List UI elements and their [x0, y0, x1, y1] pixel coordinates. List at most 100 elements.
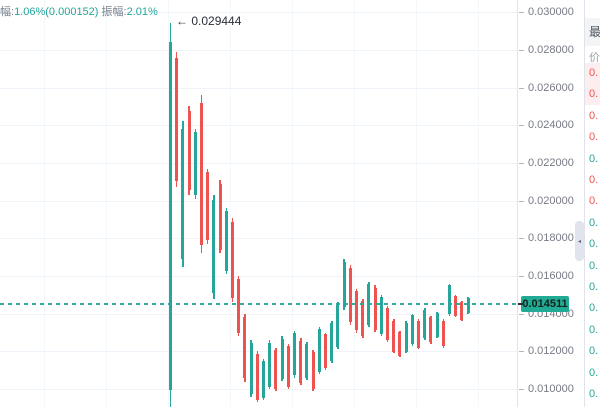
- trade-row[interactable]: 0.: [589, 388, 599, 400]
- candle-body: [392, 321, 396, 352]
- y-axis-label: 0.028000: [528, 43, 574, 56]
- candle-body: [355, 291, 358, 331]
- candle-body: [299, 340, 303, 383]
- candle-body: [398, 332, 402, 356]
- y-axis-label: 0.010000: [528, 383, 574, 396]
- trade-row[interactable]: 0.: [589, 302, 599, 315]
- y-axis-label: 0.012000: [528, 345, 574, 358]
- candle-body: [231, 221, 234, 299]
- candle-body: [175, 58, 179, 181]
- panel-collapse-handle[interactable]: ◂: [575, 221, 584, 261]
- candle-body: [249, 342, 253, 394]
- horizontal-gridline: [0, 276, 517, 277]
- trade-row[interactable]: 0.: [589, 216, 599, 229]
- candle-body: [342, 261, 346, 308]
- trade-row[interactable]: 0.: [589, 109, 599, 122]
- candle-body: [305, 343, 309, 378]
- candle-body: [255, 353, 259, 400]
- horizontal-gridline: [0, 12, 517, 14]
- candle-body: [212, 200, 216, 294]
- vertical-gridline: [168, 0, 169, 407]
- y-axis-tick: [519, 125, 524, 127]
- candle-body: [324, 334, 327, 369]
- candle-body: [181, 128, 185, 260]
- horizontal-gridline: [0, 351, 517, 353]
- candlestick-chart-canvas[interactable]: 幅:1.06%(0.000152) 振幅:2.01% ← 0.029444: [0, 0, 517, 407]
- candle-body: [379, 296, 383, 335]
- horizontal-gridline: [0, 200, 517, 202]
- candle-body: [262, 361, 265, 399]
- candle-body: [187, 110, 191, 191]
- chevron-left-icon: ◂: [577, 238, 581, 245]
- candle-body: [460, 301, 464, 321]
- price-axis[interactable]: 0.030000 0.028000 0.026000 0.024000 0.022000…: [517, 0, 585, 407]
- trade-row[interactable]: 0.: [589, 323, 599, 336]
- candle-body: [348, 267, 352, 322]
- vertical-gridline: [354, 0, 355, 407]
- candle-body: [237, 279, 241, 334]
- peak-price-annotation: ← 0.029444: [176, 14, 242, 28]
- candle-body: [435, 313, 439, 337]
- horizontal-gridline: [0, 87, 517, 89]
- trade-row[interactable]: 0.: [589, 281, 599, 293]
- y-axis-tick: [519, 313, 524, 315]
- trades-panel-title: 最: [585, 18, 600, 46]
- last-price-dashed-line: [0, 303, 517, 306]
- y-axis-label: 0.022000: [528, 156, 574, 169]
- price-change-info: 幅:1.06%(0.000152) 振幅:2.01%: [0, 3, 158, 19]
- candle-body: [336, 304, 340, 348]
- trade-row[interactable]: 0.: [589, 152, 599, 165]
- y-axis-tick: [519, 87, 524, 89]
- candle-body: [206, 172, 210, 241]
- trade-row[interactable]: 0.: [589, 238, 599, 251]
- y-axis-tick: [519, 162, 524, 164]
- vertical-gridline: [478, 0, 479, 407]
- trade-row[interactable]: 0.: [589, 345, 599, 358]
- horizontal-gridline: [0, 313, 517, 315]
- amplitude-label: 振幅:: [98, 6, 127, 18]
- price-column-header: 价: [589, 52, 600, 64]
- candle-body: [293, 333, 296, 376]
- last-price-tick: [518, 303, 524, 305]
- trade-row[interactable]: 0.: [589, 174, 599, 186]
- y-axis-label: 0.016000: [528, 270, 574, 282]
- candle-body: [330, 323, 334, 361]
- candle-body: [280, 338, 284, 380]
- vertical-gridline: [106, 0, 107, 407]
- y-axis-tick: [519, 12, 524, 14]
- candle-body: [274, 349, 278, 389]
- candle-body: [404, 322, 408, 352]
- candle-body: [448, 285, 451, 314]
- candle-body: [243, 317, 247, 379]
- horizontal-gridline: [0, 238, 517, 240]
- horizontal-gridline: [0, 162, 517, 164]
- candle-body: [286, 346, 290, 387]
- change-value: 1.06%(0.000152): [14, 6, 99, 18]
- candle-body: [417, 320, 420, 348]
- y-axis-tick: [519, 351, 524, 353]
- y-axis-tick: [519, 389, 524, 391]
- y-axis-label: 0.024000: [528, 119, 574, 132]
- trade-row[interactable]: 0.: [585, 84, 600, 106]
- candle-body: [193, 132, 197, 196]
- vertical-gridline: [44, 0, 45, 407]
- horizontal-gridline: [0, 49, 517, 51]
- trade-row[interactable]: 0.: [589, 366, 599, 379]
- candle-body: [311, 351, 315, 389]
- last-price-badge: 0.014511: [521, 296, 569, 312]
- trade-row[interactable]: 0.: [589, 131, 599, 144]
- candle-body: [466, 297, 470, 313]
- candle-body: [386, 307, 389, 341]
- candle-body: [410, 315, 414, 345]
- trade-row[interactable]: 0.: [589, 259, 599, 272]
- trade-row[interactable]: 0.: [589, 195, 599, 208]
- recent-trades-panel: 最 价 0. 0. 0. 0. 0. 0. 0. 0. 0. 0. 0. 0. 0. 0. 0. 0.: [584, 0, 600, 407]
- trade-row[interactable]: 0.: [585, 63, 600, 84]
- vertical-gridline: [416, 0, 417, 407]
- y-axis-tick: [519, 49, 524, 51]
- y-axis-label: 0.030000: [528, 6, 574, 19]
- y-axis-tick: [519, 238, 524, 240]
- candle-body: [423, 309, 427, 339]
- amplitude-value: 2.01%: [126, 6, 158, 18]
- candle-body: [361, 300, 365, 337]
